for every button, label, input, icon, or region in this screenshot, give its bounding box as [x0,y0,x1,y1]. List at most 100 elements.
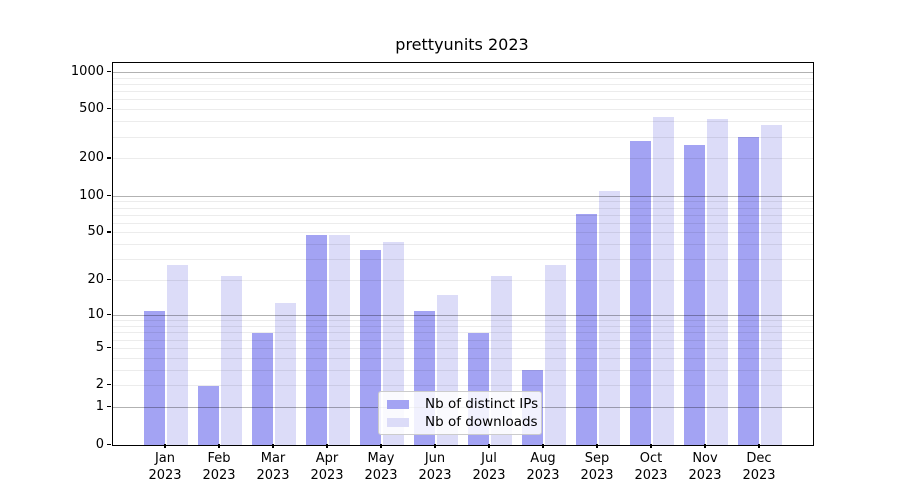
y-tick [107,279,111,281]
x-tick-label-month: Jan [154,451,176,466]
x-tick-label: Jan 2023 [133,450,197,484]
x-tick-label-month: Dec [746,451,772,466]
minor-gridline [113,259,813,261]
x-tick-label: Mar 2023 [241,450,305,484]
bar-downloads-oct [652,116,675,445]
x-tick-label-year: 2023 [256,468,290,483]
bar-distinct-ips-jan [143,311,166,445]
x-tick [758,444,760,449]
y-tick-label: 0 [95,436,104,452]
y-tick-label: 500 [79,101,104,117]
minor-gridline [113,320,813,322]
bar-distinct-ips-mar [251,332,274,445]
y-tick [107,346,111,349]
y-tick-label: 200 [79,150,104,166]
bar-distinct-ips-apr [305,235,328,445]
minor-gridline [113,207,813,209]
bar-downloads-nov [706,119,729,445]
y-tick-label: 2 [95,377,104,393]
x-tick-label: Dec 2023 [727,450,791,484]
minor-gridline [113,332,813,334]
x-tick [542,444,544,449]
y-tick-label: 10 [87,307,104,323]
x-tick-label: Feb 2023 [187,450,251,484]
y-tick [107,194,111,196]
x-tick-label-year: 2023 [634,468,668,483]
x-tick [596,444,598,449]
major-gridline [113,315,813,317]
legend-swatch-distinct-ips [387,399,409,409]
y-tick [107,443,111,445]
x-tick-label-month: Mar [260,451,286,466]
minor-gridline [113,244,813,246]
x-tick [164,444,166,449]
minor-gridline [113,136,813,138]
bar-downloads-aug [544,265,567,445]
minor-gridline [113,83,813,85]
x-tick-label-month: Oct [639,451,663,466]
legend-label-downloads: Nb of downloads [425,414,538,430]
x-tick-label-year: 2023 [742,468,776,483]
y-tick-label: 1 [95,399,104,415]
x-tick-label: Aug 2023 [511,450,575,484]
major-gridline [113,195,813,197]
x-tick-label-year: 2023 [688,468,722,483]
x-tick-label-year: 2023 [526,468,560,483]
minor-gridline [113,222,813,224]
x-tick-label: Oct 2023 [619,450,683,484]
bar-downloads-feb [220,275,243,445]
minor-gridline [113,347,813,349]
minor-gridline [113,201,813,203]
x-tick [488,444,490,449]
bar-distinct-ips-sep [575,213,598,445]
y-tick-label: 1000 [70,63,104,79]
x-tick-label: Jun 2023 [403,450,467,484]
y-tick [107,108,111,110]
legend-item-downloads: Nb of downloads [385,413,538,431]
legend: Nb of distinct IPs Nb of downloads [378,391,542,435]
minor-gridline [113,339,813,341]
x-tick-label-year: 2023 [580,468,614,483]
minor-gridline [113,214,813,216]
y-tick-label: 50 [87,224,104,240]
minor-gridline [113,357,813,359]
x-tick-label-month: Sep [584,451,610,466]
y-tick [107,314,111,316]
x-tick-label-year: 2023 [472,468,506,483]
minor-gridline [113,121,813,123]
legend-item-distinct-ips: Nb of distinct IPs [385,395,539,413]
x-tick-label-month: Jun [424,451,446,466]
minor-gridline [113,109,813,111]
bar-downloads-apr [328,235,351,445]
x-tick-label-year: 2023 [148,468,182,483]
x-tick-label-month: Feb [207,451,231,466]
x-tick-label-year: 2023 [202,468,236,483]
legend-label-distinct-ips: Nb of distinct IPs [425,396,539,412]
bar-distinct-ips-oct [629,140,652,445]
x-tick [326,444,328,449]
y-tick-label: 5 [95,339,104,355]
y-tick [107,384,111,386]
bar-downloads-mar [274,302,297,445]
y-tick-label: 100 [79,187,104,203]
x-tick-label-month: Apr [315,451,339,466]
major-gridline [113,71,813,73]
x-tick-label-year: 2023 [364,468,398,483]
x-tick-label: Sep 2023 [565,450,629,484]
x-tick-label-month: Aug [530,451,556,466]
y-tick [107,70,111,73]
x-tick [434,444,436,449]
y-tick [107,157,111,159]
x-tick [704,444,706,449]
x-tick-label: Jul 2023 [457,450,521,484]
bar-downloads-jan [166,265,189,445]
y-tick [107,406,111,408]
x-tick [272,444,274,449]
minor-gridline [113,280,813,282]
x-tick [380,444,382,449]
plot-area [112,62,814,446]
minor-gridline [113,232,813,234]
minor-gridline [113,369,813,371]
minor-gridline [113,77,813,79]
